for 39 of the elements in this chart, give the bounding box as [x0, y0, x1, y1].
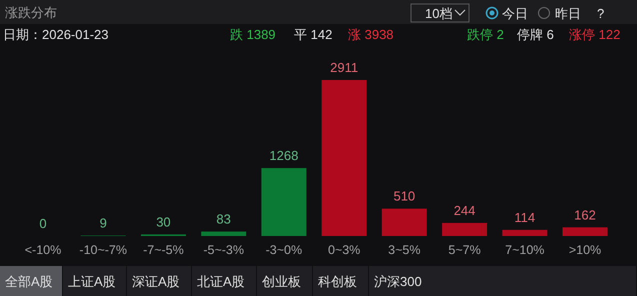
x-tick-label: -3~0% — [266, 243, 302, 257]
bar — [201, 232, 246, 236]
text: 停牌 6 — [517, 27, 554, 42]
x-tick-label: 7~10% — [505, 243, 544, 257]
text: 日期：2026-01-23 — [3, 27, 108, 42]
data-label: 30 — [156, 214, 171, 230]
data-label: 244 — [454, 202, 476, 218]
x-tick-label: -5~-3% — [203, 243, 244, 257]
bar — [322, 80, 367, 236]
bar — [502, 230, 548, 236]
data-label: 114 — [514, 210, 536, 225]
x-tick-label: 0~3% — [328, 243, 360, 257]
bar — [562, 227, 608, 236]
data-label: 162 — [574, 207, 596, 222]
text: 涨 3938 — [348, 27, 394, 42]
bar — [261, 168, 306, 236]
text: 平 142 — [294, 27, 332, 42]
x-tick-label: <-10% — [24, 243, 62, 257]
bar — [442, 222, 488, 236]
text: 跌 1389 — [230, 27, 276, 42]
x-tick-label: -7~-5% — [143, 243, 184, 257]
text: 昨日 — [555, 6, 581, 21]
text: 跌停 2 — [467, 27, 504, 42]
x-tick-label: 5~7% — [448, 243, 481, 257]
x-tick-label: 3~5% — [388, 243, 420, 257]
x-tick-label: >10% — [568, 243, 602, 257]
text: 今日 — [502, 6, 528, 21]
data-label: 0 — [39, 216, 47, 231]
x-tick-label: -10~-7% — [79, 243, 128, 257]
data-label: 1268 — [269, 148, 298, 164]
data-label: 9 — [100, 216, 107, 231]
text: ? — [597, 6, 604, 21]
bar — [382, 208, 427, 236]
data-label: 2911 — [330, 60, 358, 75]
text: 涨停 122 — [569, 27, 620, 42]
chart-title: 涨跌分布 — [5, 5, 57, 20]
data-label: 510 — [393, 188, 416, 204]
text: 10档 — [425, 6, 452, 21]
data-label: 83 — [216, 212, 231, 227]
